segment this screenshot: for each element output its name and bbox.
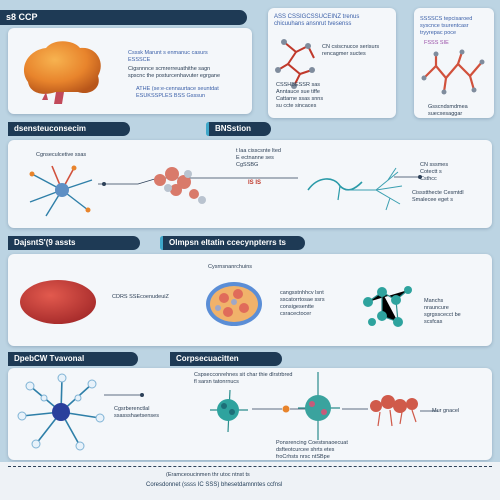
top-right-text-3: Gsscndsmdmea suecxesaggar (428, 104, 468, 117)
arrow-connector (252, 405, 320, 413)
neuron-icon (346, 167, 403, 211)
arrow-connector (420, 410, 438, 412)
section4-header-right: Corpsecuacitten (170, 352, 282, 366)
neuron-icon (29, 165, 93, 217)
arrow-connector (342, 408, 368, 410)
molecule-icon (370, 395, 418, 427)
top-right-title: SSSSCS tepcisaroed syscnce tsurentcasr t… (420, 16, 473, 36)
section2-label-mid: t laa cisscsnte lted E ectnanne ses CgSS… (236, 148, 281, 168)
section4-label-top: Cspsecconrehnes sit char thie dlrstrbred… (194, 372, 293, 385)
top-right-text-2: FSSS SIE (424, 40, 449, 46)
footer: (Eramceoucinmen thr utoc ntnst ts Coresd… (0, 462, 500, 500)
section3-label-top: Cysrnsnanrchuins (208, 264, 253, 270)
section2-panel: Cgnseculcetive ssas t laa cisscsnte lted… (8, 140, 492, 228)
neuron-icon (17, 373, 105, 451)
molecule-icon (154, 167, 206, 204)
section3-label-right: Manchs nrauncure sgrgsscecct be scsfcas (424, 298, 461, 325)
arrow-connector (104, 393, 144, 397)
top-mid-text-3: CSSHBESSR sas Anntauce sue tiffe Cattarn… (276, 82, 324, 109)
section4-label-left: Cgsrberenctlal ssassshaetsenses (114, 406, 159, 419)
footer-divider (8, 466, 492, 467)
section2-label-right2: Cissstthecte Cesmtdl Smalecee eget s (412, 190, 464, 203)
protein-icon (421, 49, 485, 95)
top-left-text-1: Csssk Marunt s enmanuc casurs (128, 50, 208, 56)
top-right-panel: SSSSCS tepcisaroed syscnce tsurentcasr t… (414, 8, 494, 118)
section3-header-left: DajsntS'(9 assts (8, 236, 140, 250)
section2-header-right: BNSstion (206, 122, 271, 136)
section3-panel: Cysrnsnanrchuins CDRS SSEcoenudeuiZ cang… (8, 254, 492, 346)
protein-icon (275, 39, 315, 89)
top-mid-text-2: CN csiscnucce serisurs rencagmer suctes (322, 44, 380, 57)
cell-icon (20, 280, 96, 324)
receptor-icon (210, 389, 248, 433)
section4-panel: Cspsecconrehnes sit char thie dlrstrbred… (8, 368, 492, 460)
section2-header-left: dsensteuconsecim (8, 122, 130, 136)
section4-header-left: DpebCW Tvavonal (8, 352, 138, 366)
section2-label-left: Cgnseculcetive ssas (36, 152, 87, 158)
top-mid-title: ASS CSSIGCSSUCEINZ trenus chicuuhans ans… (274, 14, 360, 27)
top-left-panel: Csssk Marunt s enmanuc casurs ESSSCE Cig… (8, 28, 252, 114)
section3-label-mid: cangsstnhhcv lsnt sscatorrtosae ssrs con… (280, 290, 325, 317)
top-left-text-2: ESSSCE (128, 57, 151, 63)
receptor-icon (206, 282, 262, 326)
brain-icon (24, 41, 101, 104)
top-mid-panel: ASS CSSIGCSSUCEINZ trenus chicuuhans ans… (268, 8, 396, 118)
footer-line-1: (Eramceoucinmen thr utoc ntnst ts (166, 472, 250, 478)
section4-label-mid: Ponsrencing Coestsnaoecuat dsfteotcurcee… (276, 440, 348, 460)
arrow-connector (98, 177, 298, 186)
section3-header-right: Olmpsn eltatin ccecynpterrs ts (160, 236, 305, 250)
section3-label-left: CDRS SSEcoenudeuiZ (112, 294, 169, 300)
neuron-icon (307, 178, 363, 201)
footer-line-2: Coresdonnet (ssss IC SSS) bhesetdamnntes… (146, 482, 283, 488)
top-header: s8 CCP (0, 10, 247, 25)
section2-label-right: CN sssmes Cotectt s Csthcc (420, 162, 449, 182)
top-left-text-3: Cigsnnnce scmrerreuathithe sagn spscnc t… (128, 66, 221, 79)
section4-label-right: Mur gnacel (432, 408, 460, 414)
arrow-connector (394, 175, 422, 179)
molecule-icon (363, 286, 412, 327)
section2-label-red: IS IS (248, 180, 262, 186)
top-left-text-4: ATHE (se:e-cennaurtace seuntdat ESUKSSPL… (136, 86, 219, 99)
receptor-icon (298, 372, 340, 440)
